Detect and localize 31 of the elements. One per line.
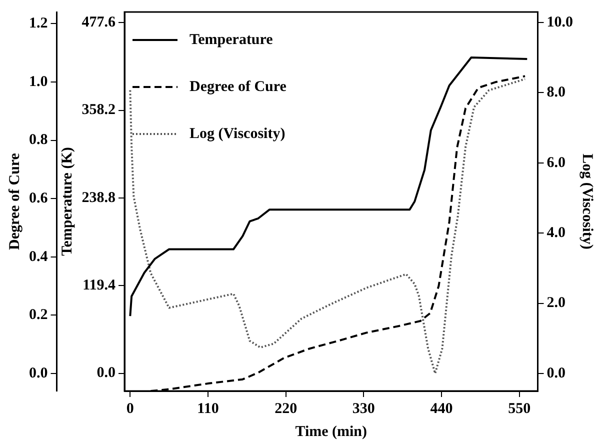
legend-label: Temperature bbox=[190, 32, 274, 48]
x-tick-label: 550 bbox=[508, 400, 531, 417]
y2-tick-label: 0.0 bbox=[546, 365, 566, 382]
y2-tick-label: 10.0 bbox=[546, 14, 573, 30]
y2-tick-label: 8.0 bbox=[546, 84, 566, 101]
y3-tick-label: 1.2 bbox=[29, 16, 48, 32]
y3-tick-label: 1.0 bbox=[29, 74, 48, 90]
y3-tick-label: 0.6 bbox=[29, 190, 48, 206]
y-tick-label: 238.8 bbox=[82, 190, 116, 206]
y2-tick-label: 4.0 bbox=[546, 224, 566, 241]
x-tick-label: 110 bbox=[197, 400, 219, 417]
legend-label: Log (Viscosity) bbox=[190, 126, 286, 142]
y-tick-label: 119.4 bbox=[82, 278, 116, 294]
y-tick-label: 477.6 bbox=[82, 14, 116, 30]
y3-tick-label: 0.2 bbox=[29, 307, 48, 324]
x-tick-label: 330 bbox=[352, 400, 375, 417]
legend-label: Degree of Cure bbox=[190, 78, 287, 95]
y3-tick-label: 0.8 bbox=[29, 132, 48, 148]
x-tick-label: 0 bbox=[126, 400, 134, 417]
x-tick-label: 220 bbox=[274, 400, 298, 417]
y2-tick-label: 6.0 bbox=[546, 154, 566, 171]
y2-tick-label: 2.0 bbox=[546, 295, 566, 312]
x-axis-title: Time (min) bbox=[295, 424, 368, 440]
y3-axis-title: Degree of Cure bbox=[6, 152, 23, 250]
y3-tick-label: 0.0 bbox=[29, 365, 48, 382]
y2-axis-title: Log (Viscosity) bbox=[579, 154, 596, 250]
y-axis-title: Temperature (K) bbox=[60, 147, 76, 256]
y-tick-label: 358.2 bbox=[82, 102, 116, 118]
y-tick-label: 0.0 bbox=[96, 365, 116, 382]
y3-tick-label: 0.4 bbox=[29, 248, 48, 265]
x-tick-label: 440 bbox=[430, 400, 453, 417]
